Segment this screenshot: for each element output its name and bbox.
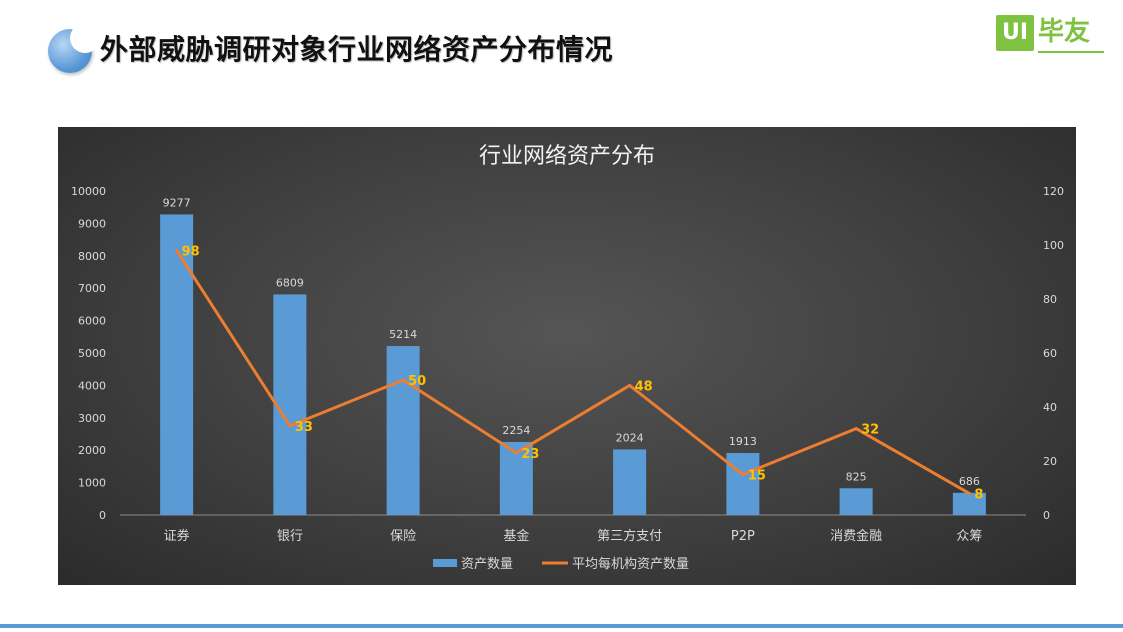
logo-text: 毕友 <box>1038 17 1091 47</box>
line-data-label: 8 <box>974 487 983 502</box>
line-point <box>288 424 292 428</box>
line-point <box>401 378 405 382</box>
y-left-tick-label: 3000 <box>78 412 106 425</box>
bar <box>839 488 873 515</box>
line-point <box>741 473 745 476</box>
y-left-tick-label: 9000 <box>78 217 106 230</box>
bar-data-label: 2024 <box>616 431 644 444</box>
x-tick-label: 银行 <box>277 529 303 544</box>
line-point <box>175 248 179 252</box>
y-right-tick-label: 80 <box>1043 293 1057 306</box>
bar-data-label: 5214 <box>389 328 417 341</box>
line-data-label: 50 <box>408 374 426 389</box>
y-right-tick-label: 40 <box>1043 401 1057 414</box>
y-right-tick-label: 0 <box>1043 509 1050 522</box>
y-left-tick-label: 5000 <box>78 347 106 360</box>
y-right-tick-label: 60 <box>1043 347 1057 360</box>
y-left-tick-label: 0 <box>99 509 106 522</box>
bar-data-label: 2254 <box>502 424 530 437</box>
y-left-tick-label: 8000 <box>78 250 106 263</box>
page-title: 外部威胁调研对象行业网络资产分布情况 <box>100 33 614 66</box>
y-left-tick-label: 1000 <box>78 477 106 490</box>
x-tick-label: 基金 <box>503 528 529 544</box>
line-point <box>514 451 518 455</box>
chart-panel: 行业网络资产分布 0 1000 2000 3000 4000 5000 6000 7000 800… <box>58 127 1076 585</box>
brand-logo: UI 毕友 <box>996 15 1106 57</box>
y-left-tick-label: 6000 <box>78 315 106 328</box>
line-point <box>854 427 858 431</box>
y-left-tick-label: 2000 <box>78 444 106 457</box>
x-tick-label: P2P <box>731 529 755 544</box>
chart-svg: 行业网络资产分布01000200030004000500060007000800… <box>71 144 1064 572</box>
x-tick-label: 众筹 <box>956 528 982 544</box>
line-point <box>628 383 632 387</box>
legend-line-label: 平均每机构资产数量 <box>572 556 689 572</box>
line-point <box>967 491 971 495</box>
bar-data-label: 6809 <box>276 276 304 289</box>
chart-title: 行业网络资产分布 <box>479 144 655 169</box>
x-tick-label: 第三方支付 <box>597 528 662 544</box>
x-tick-label: 证券 <box>164 528 190 544</box>
y-left-tick-label: 10000 <box>71 185 106 198</box>
y-right-tick-label: 120 <box>1043 185 1064 198</box>
bar <box>613 449 647 515</box>
y-left-tick-label: 7000 <box>78 282 106 295</box>
legend-bar-swatch <box>433 559 457 567</box>
line-data-label: 32 <box>861 423 879 438</box>
bar <box>273 294 307 515</box>
y-right-tick-label: 100 <box>1043 239 1064 252</box>
legend-bar-label: 资产数量 <box>461 557 513 572</box>
y-right-tick-label: 20 <box>1043 455 1057 468</box>
line-series <box>175 248 971 495</box>
bar <box>952 492 986 515</box>
bar <box>726 453 760 515</box>
y-left-tick-label: 4000 <box>78 379 106 392</box>
line-data-label: 23 <box>521 447 539 462</box>
line-data-label: 33 <box>295 420 313 435</box>
line-data-label: 48 <box>635 379 653 394</box>
x-tick-label: 消费金融 <box>830 528 882 544</box>
bar-data-label: 686 <box>959 475 980 488</box>
bar-data-label: 9277 <box>163 196 191 209</box>
footer-divider <box>0 624 1123 628</box>
header-bullet-cutout <box>70 23 100 53</box>
bar-data-label: 825 <box>846 470 867 483</box>
bar-data-label: 1913 <box>729 435 757 448</box>
logo-badge: UI <box>996 15 1034 51</box>
logo-underline <box>1038 51 1104 53</box>
line-data-label: 15 <box>748 469 766 484</box>
bar <box>386 346 420 515</box>
x-tick-label: 保险 <box>390 529 416 544</box>
line-data-label: 98 <box>182 244 200 259</box>
bar <box>160 214 194 515</box>
